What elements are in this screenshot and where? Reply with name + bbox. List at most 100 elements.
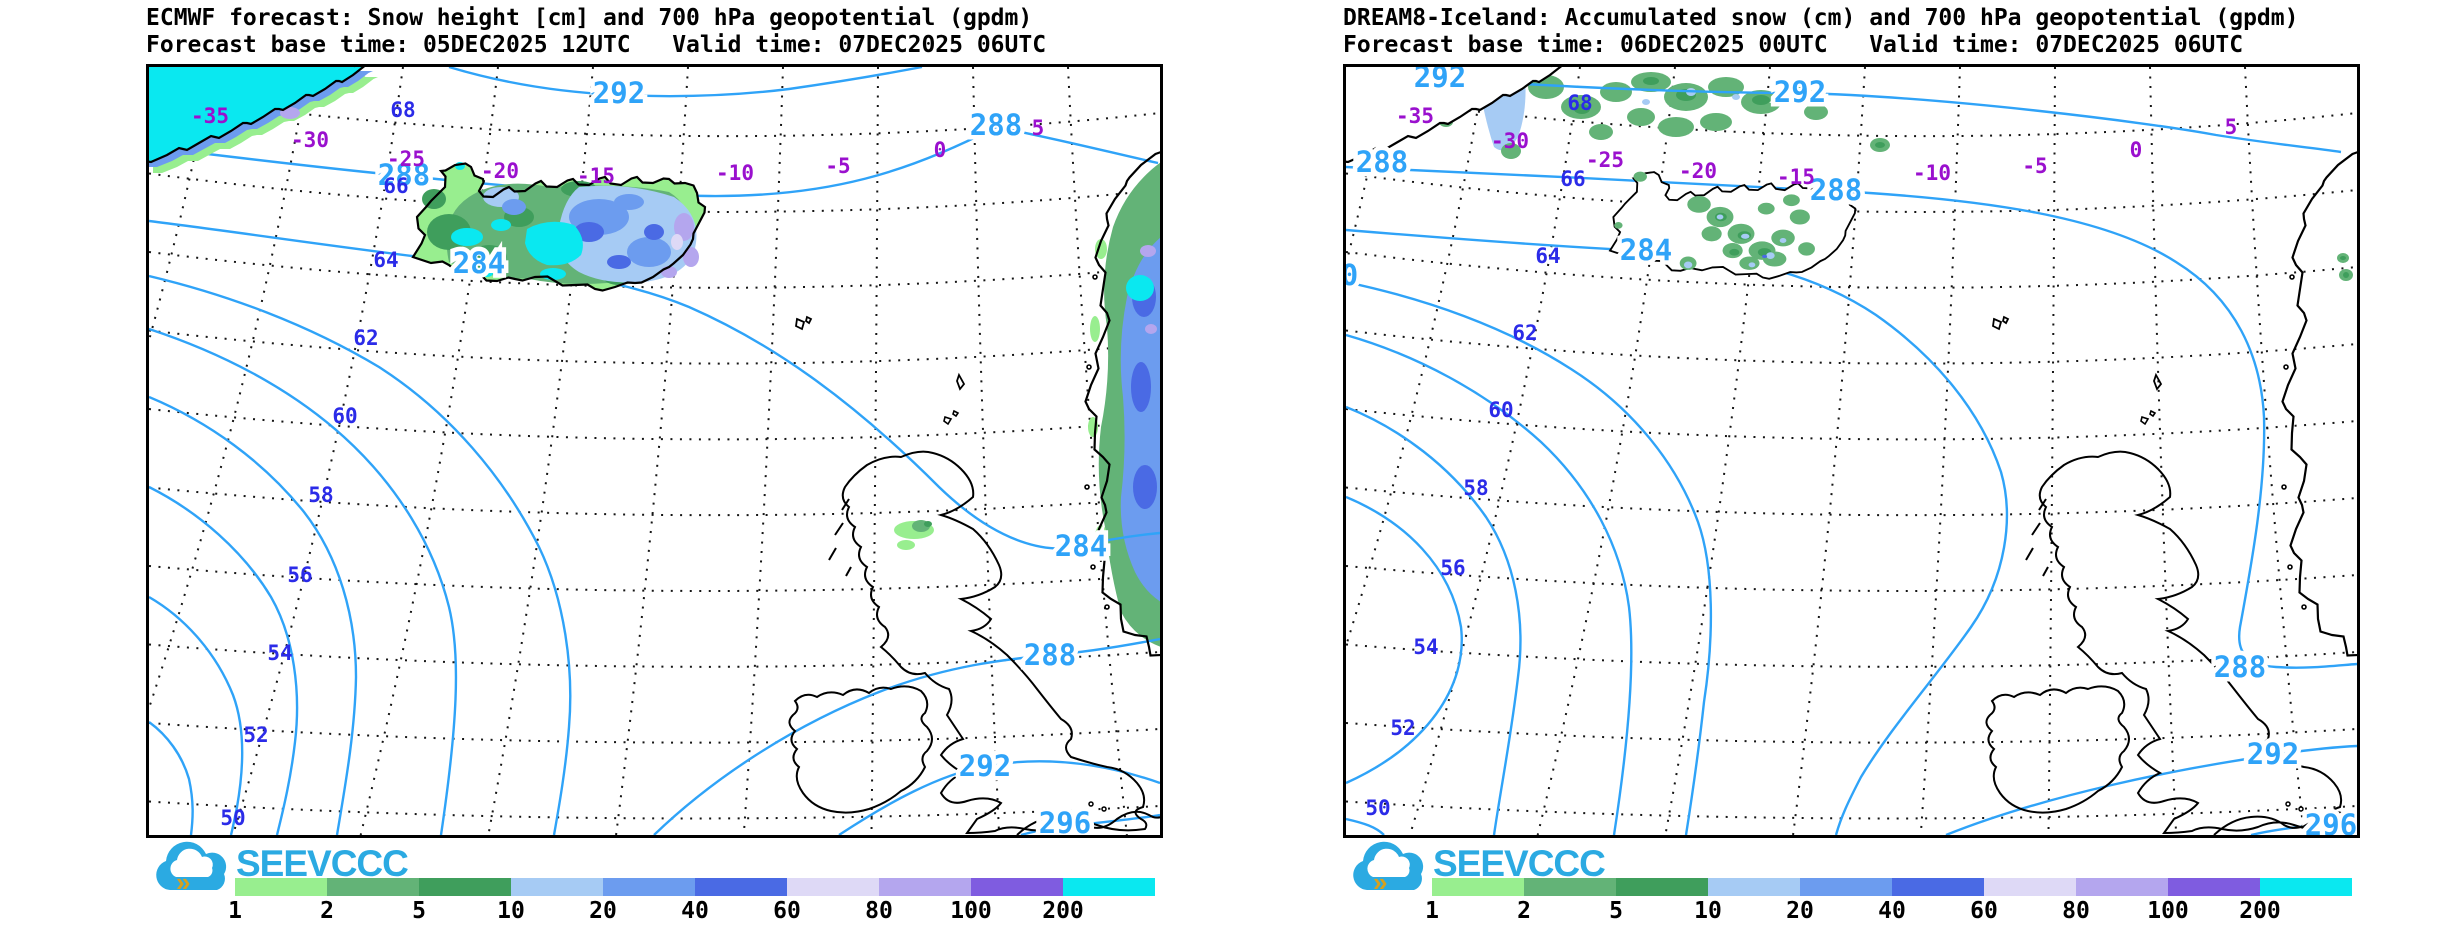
legend-segment <box>1432 878 1524 896</box>
norway-islet <box>1090 564 1096 570</box>
iceland-snow-blob <box>1741 233 1750 239</box>
iceland-snow-blob <box>1701 226 1722 242</box>
graticule-meridian <box>149 67 214 345</box>
iceland-snow-blob <box>1789 209 1810 225</box>
norway-islet <box>2289 274 2295 280</box>
longitude-label: -10 <box>1913 161 1951 185</box>
map-title: ECMWF forecast: Snow height [cm] and 700… <box>146 5 1033 31</box>
geopotential-contour <box>1346 405 1522 835</box>
weather-map-dream8: 292 292 288 288 284 280 288 292 296 68 66 64 62 60 58 5… <box>1343 64 2360 838</box>
geopotential-contour <box>149 485 299 835</box>
hebrides-islet <box>834 522 844 536</box>
legend-value: 200 <box>1042 898 1084 924</box>
longitude-label: -20 <box>1679 159 1717 183</box>
latitude-label: 62 <box>1512 321 1537 345</box>
graticule-parallel <box>1346 172 2357 213</box>
hebrides-islet <box>845 566 852 577</box>
norway-islet <box>1092 274 1098 280</box>
geopotential-contour <box>1346 165 2357 669</box>
legend-value: 100 <box>950 898 992 924</box>
norway-islet <box>2301 604 2307 610</box>
graticule-meridian <box>2149 67 2178 835</box>
legend-segment <box>787 878 879 896</box>
iceland-snow <box>422 162 699 285</box>
latitude-label: 66 <box>383 174 408 198</box>
latitude-label: 54 <box>1413 635 1438 659</box>
graticule-parallel <box>149 94 1160 138</box>
norway-islet <box>2287 564 2293 570</box>
iceland-snow-blob <box>1771 229 1795 247</box>
legend-segment <box>1800 878 1892 896</box>
contour-label: 288 <box>2214 650 2266 684</box>
snow-colorbar <box>235 878 1155 896</box>
ireland-coast <box>788 685 933 814</box>
svg-text:»: » <box>176 867 190 897</box>
iceland-snow <box>1614 171 1815 270</box>
orkney-islands <box>943 409 960 426</box>
contour-label: 280 <box>1343 258 1358 292</box>
legend-row: » SEEVCCC 1 2 5 10 20 40 60 80 100 200 <box>1343 835 2360 924</box>
longitude-label: 5 <box>2225 115 2238 139</box>
map-subtitle: Forecast base time: 06DEC2025 00UTC Vali… <box>1343 32 2244 58</box>
france-coast <box>1016 810 1160 835</box>
graticule-parallel <box>149 800 1160 820</box>
contour-label: 288 <box>1356 145 1408 179</box>
iceland-snow-blob <box>1798 242 1815 256</box>
geopotential-contour <box>1346 228 2009 835</box>
greenland-sea-snow <box>1700 113 1732 131</box>
norway-snow <box>2340 256 2346 260</box>
panel-ecmwf: ECMWF forecast: Snow height [cm] and 700… <box>146 5 1163 924</box>
hebrides-islet <box>841 498 850 511</box>
scotland-snow <box>897 540 915 550</box>
geopotential-contour <box>448 67 923 98</box>
legend-value: 20 <box>1786 898 1814 924</box>
latitude-label: 50 <box>220 806 245 830</box>
contour-label: 288 <box>378 158 430 192</box>
greenland-sea-snow <box>1501 143 1521 159</box>
contour-label: 284 <box>453 246 505 280</box>
hebrides-islet <box>2031 522 2041 536</box>
iceland-snow-blob <box>674 213 694 241</box>
contour-label: 296 <box>2305 808 2357 838</box>
norway-coast <box>1084 151 1160 657</box>
graticule-parallel <box>149 329 1160 365</box>
legend-value: 100 <box>2147 898 2189 924</box>
ireland-coast <box>1985 685 2130 814</box>
iceland-group <box>411 162 707 292</box>
iceland-snow-blob <box>1683 261 1693 269</box>
iceland-snow-blob <box>1766 252 1775 259</box>
hebrides-islet <box>828 547 837 561</box>
longitude-label: -35 <box>1396 104 1434 128</box>
contour-label: 292 <box>1414 64 1466 94</box>
graticule-meridian <box>232 67 404 835</box>
iceland-snow-blob <box>540 268 566 280</box>
legend-value: 5 <box>412 898 426 924</box>
legend-value: 1 <box>228 898 242 924</box>
longitude-label: -20 <box>481 159 519 183</box>
contour-label: 296 <box>1039 806 1091 838</box>
cloud-logo-icon: » <box>1353 841 1424 897</box>
longitude-label: -15 <box>577 164 615 188</box>
graticule-meridian <box>870 67 879 835</box>
iceland-snow-blob <box>471 245 507 269</box>
longitude-label: -30 <box>1491 129 1529 153</box>
latitude-label: 52 <box>243 723 268 747</box>
iceland-snow-blob <box>1757 202 1775 215</box>
latitude-label: 62 <box>353 326 378 350</box>
geopotential-contour <box>149 327 458 835</box>
legend-value: 10 <box>1694 898 1722 924</box>
iceland-snow-blob <box>1762 254 1768 259</box>
contour-label: 292 <box>2247 737 2299 771</box>
legend-segment <box>879 878 971 896</box>
legend-segment <box>1616 878 1708 896</box>
legend-segment <box>419 878 511 896</box>
latitude-label: 54 <box>267 641 292 665</box>
contour-label: 288 <box>1810 173 1862 207</box>
longitude-label: 0 <box>2130 138 2143 162</box>
legend-value: 60 <box>773 898 801 924</box>
iceland-snow-blob <box>671 234 683 250</box>
latitude-label: 52 <box>1390 716 1415 740</box>
graticule-parallel <box>1346 329 2357 365</box>
contour-label: 292 <box>959 749 1011 783</box>
longitude-label: -30 <box>291 128 329 152</box>
